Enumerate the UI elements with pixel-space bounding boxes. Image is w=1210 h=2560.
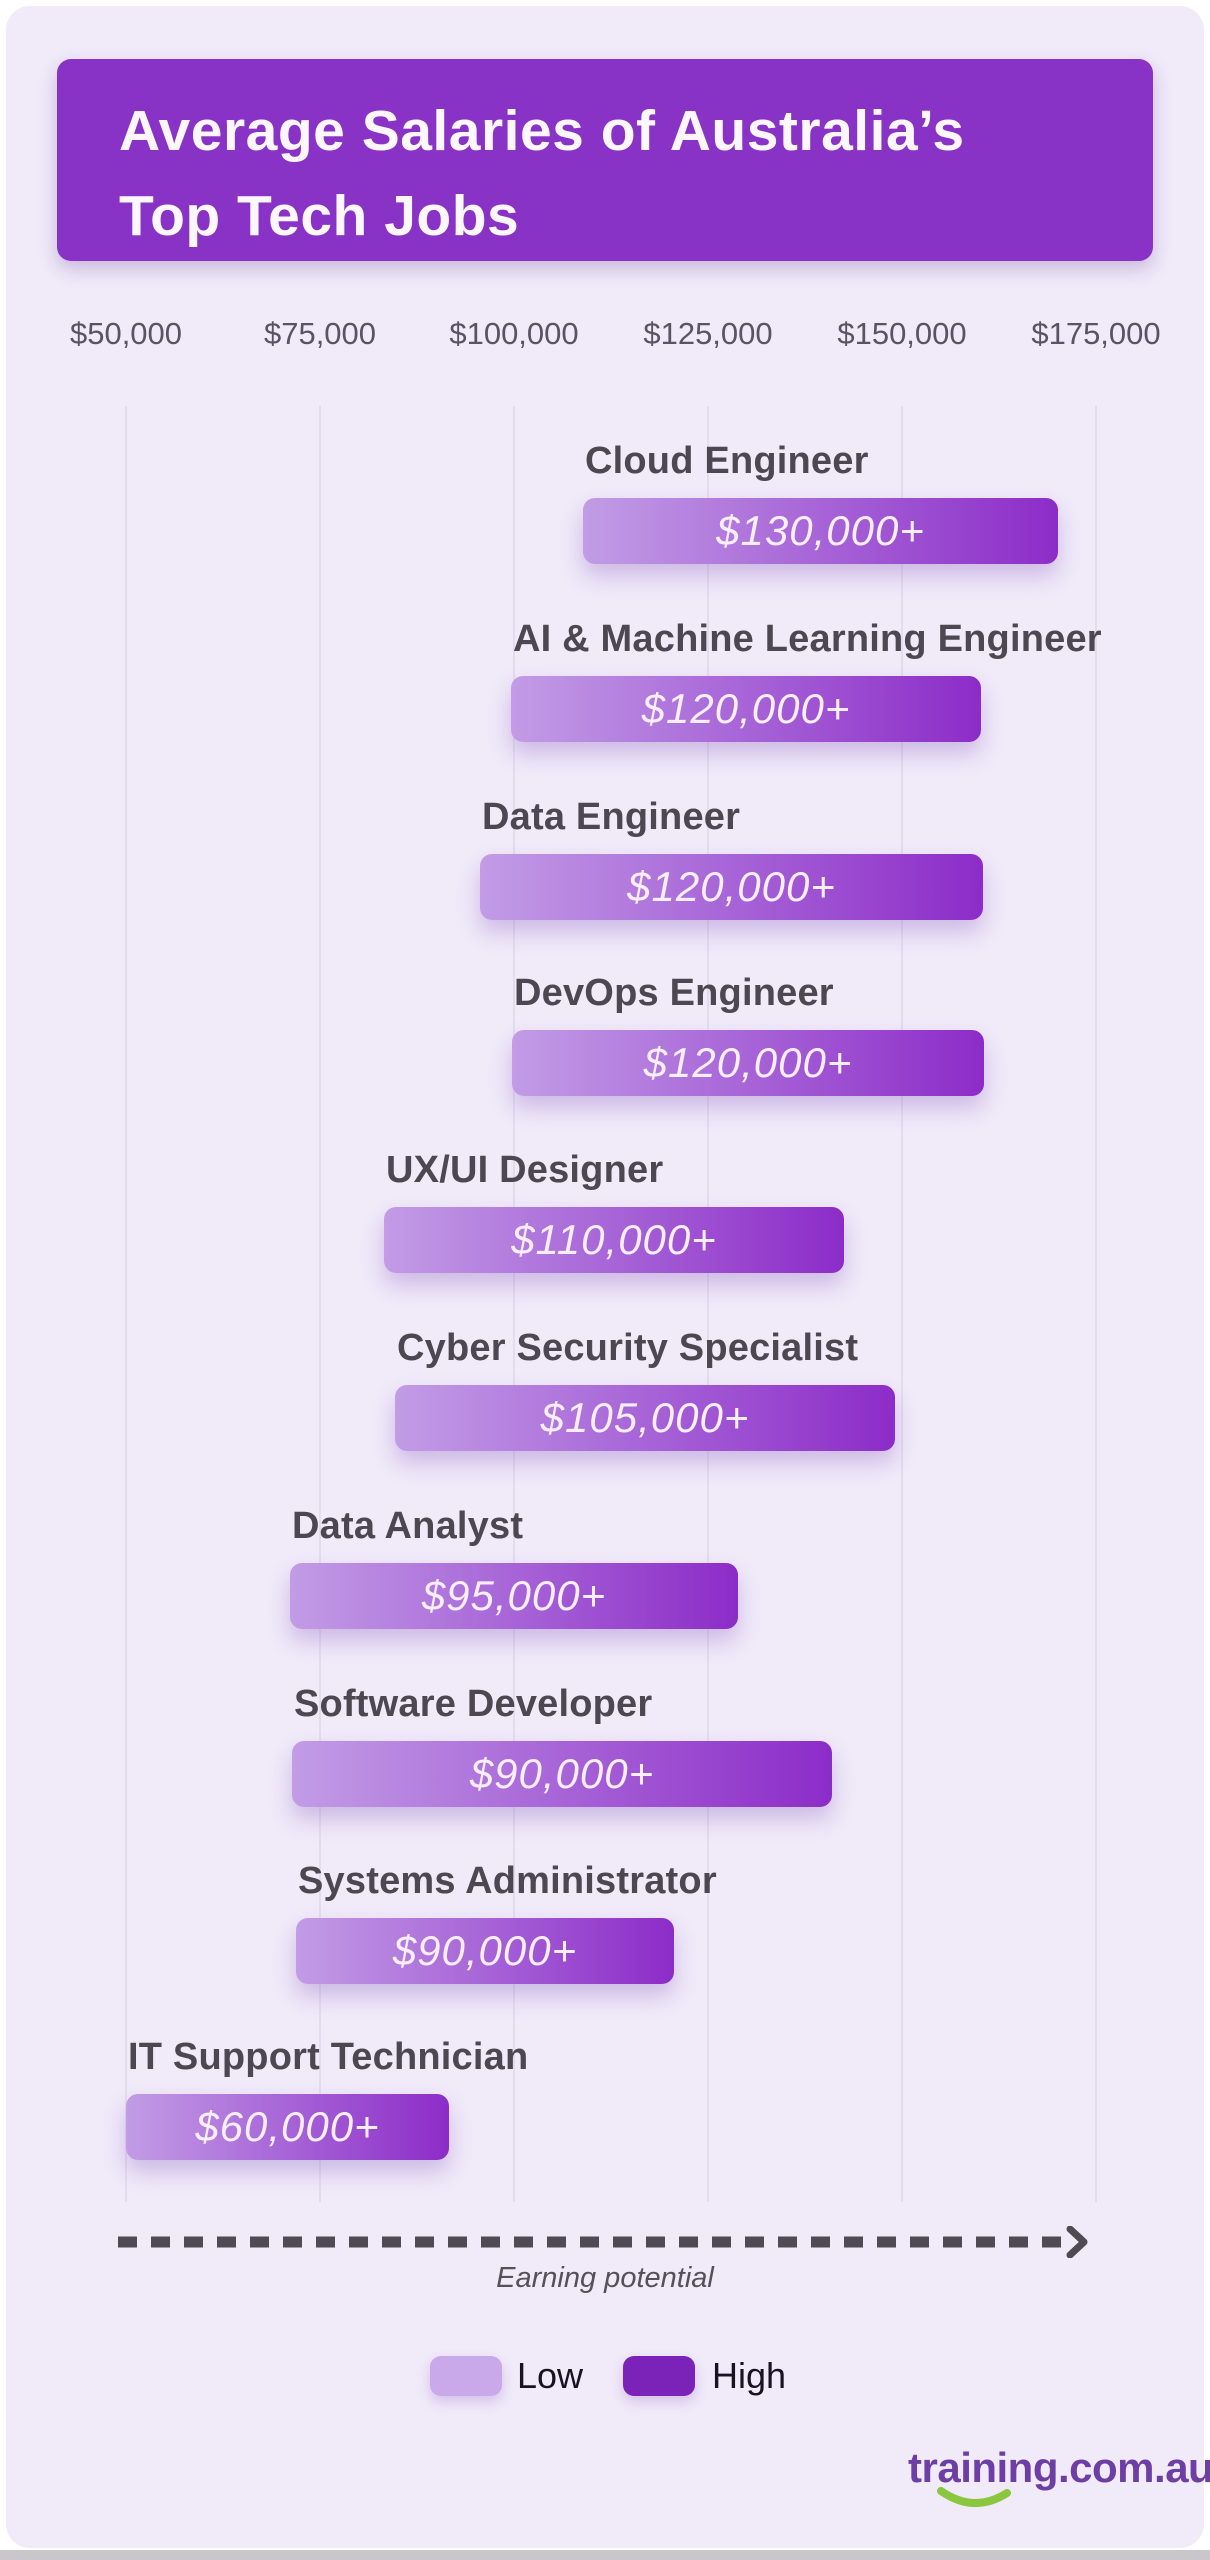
brand-logo-text: training.com.au: [908, 2444, 1210, 2491]
salary-value-label: $110,000+: [511, 1216, 717, 1263]
legend: Low High: [0, 2354, 1210, 2404]
axis-tick-label: $75,000: [263, 316, 377, 351]
job-label: Software Developer: [294, 1683, 653, 1725]
salary-value-label: $105,000+: [540, 1394, 750, 1441]
salary-bar: $120,000+: [512, 1030, 984, 1096]
salary-value-label: $90,000+: [469, 1750, 655, 1797]
job-label: AI & Machine Learning Engineer: [513, 618, 1102, 660]
job-label: Data Engineer: [482, 796, 741, 838]
chart-title-line2: Top Tech Jobs: [119, 184, 520, 248]
job-label: UX/UI Designer: [386, 1149, 664, 1191]
axis-tick-label: $150,000: [837, 316, 967, 351]
chart-title-line1: Average Salaries of Australia’s: [119, 99, 965, 163]
job-label: Cyber Security Specialist: [397, 1327, 859, 1369]
salary-bar: $90,000+: [296, 1918, 674, 1984]
gridline: [319, 406, 321, 2202]
job-label: Systems Administrator: [298, 1860, 717, 1902]
salary-bar: $120,000+: [511, 676, 981, 742]
salary-value-label: $95,000+: [421, 1572, 607, 1619]
gridline: [513, 406, 515, 2202]
legend-label-low: Low: [517, 2355, 584, 2396]
salary-value-label: $130,000+: [716, 507, 925, 554]
gridline: [125, 406, 127, 2202]
salary-value-label: $120,000+: [627, 863, 836, 910]
earning-potential-arrow: [112, 2225, 1102, 2259]
salary-bar: $110,000+: [384, 1207, 844, 1273]
legend-swatch-low: [430, 2356, 502, 2396]
job-label: DevOps Engineer: [514, 972, 834, 1014]
axis-caption: Earning potential: [496, 2262, 714, 2294]
job-label: IT Support Technician: [128, 2036, 529, 2078]
axis-tick-label: $50,000: [69, 316, 183, 351]
axis-tick-label: $100,000: [449, 316, 579, 351]
gridline: [707, 406, 709, 2202]
salary-value-label: $90,000+: [392, 1927, 578, 1974]
axis-tick-label: $125,000: [643, 316, 773, 351]
salary-bar: $90,000+: [292, 1741, 832, 1807]
axis-tick-label: $175,000: [1031, 316, 1161, 351]
salary-bar: $120,000+: [480, 854, 983, 920]
gridline: [1095, 406, 1097, 2202]
salary-bar: $95,000+: [290, 1563, 738, 1629]
gridline: [901, 406, 903, 2202]
salary-value-label: $60,000+: [195, 2103, 380, 2150]
salary-bar: $105,000+: [395, 1385, 895, 1451]
job-label: Cloud Engineer: [585, 440, 869, 482]
brand-logo: training.com.au: [850, 2440, 1210, 2530]
infographic-card: Average Salaries of Australia’s Top Tech…: [6, 6, 1204, 2548]
legend-swatch-high: [623, 2356, 695, 2396]
salary-bar: $60,000+: [126, 2094, 449, 2160]
chart-title-box: Average Salaries of Australia’s Top Tech…: [57, 59, 1153, 261]
bottom-edge-strip: [0, 2550, 1210, 2560]
job-label: Data Analyst: [292, 1505, 524, 1547]
brand-smile-icon: [936, 2486, 1012, 2519]
salary-value-label: $120,000+: [643, 1039, 853, 1086]
legend-label-high: High: [712, 2355, 787, 2396]
salary-bar: $130,000+: [583, 498, 1058, 564]
salary-value-label: $120,000+: [641, 685, 851, 732]
